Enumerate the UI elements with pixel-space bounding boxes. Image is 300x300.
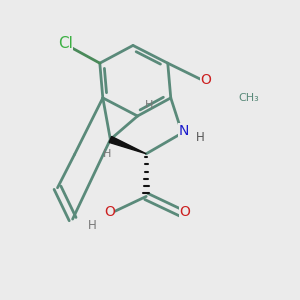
Text: O: O — [180, 205, 190, 219]
Polygon shape — [109, 136, 146, 154]
Text: O: O — [104, 205, 115, 219]
Text: H: H — [103, 149, 112, 159]
Text: H: H — [196, 131, 205, 144]
Text: N: N — [179, 124, 189, 138]
Text: Cl: Cl — [58, 36, 73, 51]
Text: H: H — [145, 100, 153, 110]
Text: O: O — [200, 73, 211, 87]
Text: H: H — [88, 219, 97, 232]
Text: CH₃: CH₃ — [238, 93, 259, 103]
